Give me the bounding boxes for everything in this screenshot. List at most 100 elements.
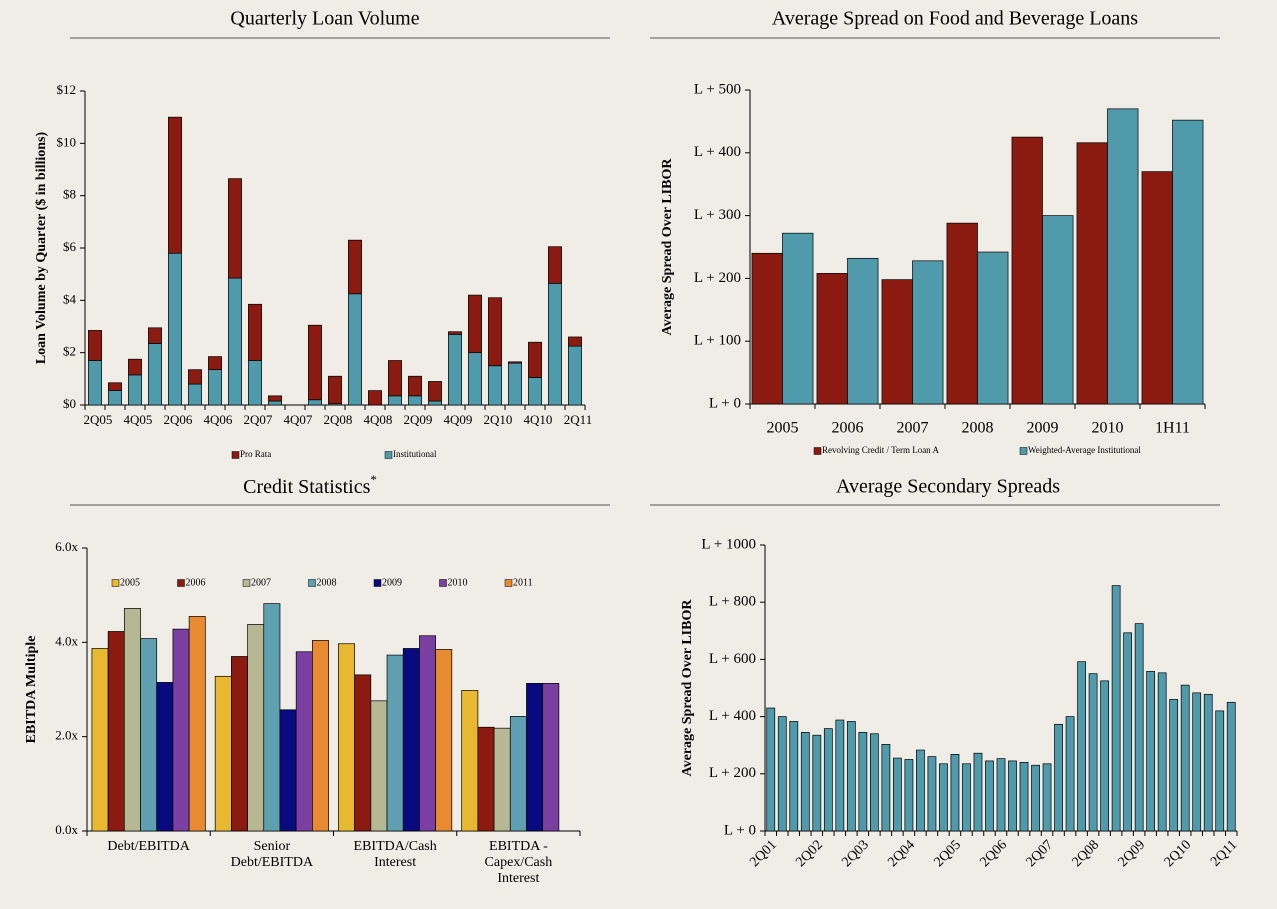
bar-segment: [388, 395, 402, 406]
bar-segment: [268, 395, 282, 402]
bar: [789, 721, 799, 832]
x-tick-label: 2Q09: [404, 412, 433, 427]
bar: [172, 628, 190, 832]
bar-segment: [148, 327, 162, 344]
bar: [1042, 215, 1074, 405]
legend-label: 2009: [382, 577, 402, 588]
bar: [1226, 701, 1236, 832]
bar-segment: [308, 399, 322, 406]
bar-segment: [368, 390, 382, 406]
bar: [1169, 699, 1179, 832]
bar: [881, 279, 913, 405]
legend-label: 2006: [186, 577, 206, 588]
bar: [766, 707, 776, 832]
bar: [370, 700, 388, 832]
bar-segment: [488, 365, 502, 406]
bar: [295, 651, 313, 832]
bar: [1157, 672, 1167, 832]
bar: [881, 743, 891, 832]
bar-segment: [448, 331, 462, 335]
bar: [777, 716, 787, 832]
bar: [962, 763, 971, 832]
legend-swatch: [111, 579, 120, 587]
y-tick-label: L + 200: [709, 765, 756, 781]
bar-segment: [568, 345, 582, 406]
bar: [912, 260, 944, 405]
bar: [1077, 661, 1086, 832]
bar-segment: [108, 390, 122, 406]
y-tick-label: L + 300: [694, 207, 741, 223]
chart-title: Quarterly Loan Volume: [230, 8, 419, 30]
bar: [140, 638, 158, 832]
bar-segment: [148, 343, 162, 406]
bar-segment: [448, 334, 462, 406]
bar-segment: [208, 356, 222, 371]
bar: [1065, 716, 1075, 832]
bar-segment: [528, 377, 542, 406]
legend-label: 2007: [251, 577, 271, 588]
bar-segment: [88, 330, 102, 361]
bar: [946, 222, 978, 405]
y-tick-label: L + 200: [694, 270, 741, 286]
bar: [156, 682, 174, 832]
legend-label: Weighted-Average Institutional: [1028, 445, 1141, 455]
bar: [1134, 623, 1144, 832]
bar: [354, 674, 372, 832]
legend-swatch: [373, 579, 382, 587]
x-tick-label: 2007: [897, 420, 929, 437]
bar: [1088, 673, 1098, 832]
x-tick-label: 4Q07: [284, 412, 313, 427]
chart-title-text: Credit Statistics: [243, 476, 370, 498]
bar: [542, 683, 560, 832]
y-tick-label: L + 100: [694, 333, 741, 349]
y-axis-label: Average Spread Over LIBOR: [660, 158, 675, 336]
bar-segment: [268, 400, 282, 406]
x-tick-label: 2Q08: [324, 412, 353, 427]
bar-segment: [388, 360, 402, 397]
bar: [985, 760, 994, 832]
bar: [188, 616, 206, 832]
bar: [1100, 680, 1109, 832]
x-tick-label: 4Q06: [204, 412, 233, 427]
bar-segment: [348, 239, 362, 295]
bar: [1123, 632, 1133, 832]
bar: [858, 731, 868, 832]
legend-swatch: [177, 579, 185, 587]
bar-segment: [128, 358, 142, 376]
bar-segment: [548, 282, 562, 406]
bar: [1008, 760, 1017, 832]
y-tick-label: $2: [63, 344, 76, 359]
bar: [950, 754, 960, 832]
y-tick-label: L + 500: [694, 81, 741, 97]
y-axis-label: Loan Volume by Quarter ($ in billions): [34, 131, 49, 364]
x-tick-label: 4Q05: [124, 412, 153, 427]
bar: [800, 731, 810, 832]
x-tick-label: 1H11: [1155, 420, 1190, 437]
bar: [386, 654, 404, 832]
legend-swatch: [813, 447, 822, 455]
y-tick-label: L + 800: [709, 594, 756, 610]
legend-swatch: [439, 579, 447, 587]
bar: [1203, 693, 1213, 832]
legend-label: 2008: [317, 577, 337, 588]
x-tick-label: 2Q10: [484, 412, 513, 427]
bar: [1076, 142, 1108, 405]
x-tick-label: 2Q06: [164, 412, 193, 427]
bar-segment: [468, 352, 482, 406]
x-tick-label: 4Q08: [364, 412, 393, 427]
bar: [338, 643, 355, 832]
x-tick-label: 2006: [832, 420, 864, 437]
bar: [1111, 585, 1121, 832]
bar: [1192, 692, 1202, 832]
y-tick-label: $0: [63, 396, 76, 411]
y-tick-label: $12: [57, 82, 77, 97]
bar: [231, 656, 248, 832]
y-tick-label: 6.0x: [55, 539, 78, 554]
chart-title: Average Spread on Food and Beverage Loan…: [772, 8, 1138, 30]
legend-label: Institutional: [393, 449, 437, 459]
x-tick-label: 2005: [767, 420, 799, 437]
bar-segment: [428, 381, 442, 402]
y-tick-label: $4: [63, 291, 77, 306]
bar: [751, 252, 783, 405]
